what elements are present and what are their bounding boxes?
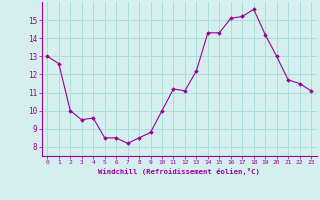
X-axis label: Windchill (Refroidissement éolien,°C): Windchill (Refroidissement éolien,°C) [98,168,260,175]
